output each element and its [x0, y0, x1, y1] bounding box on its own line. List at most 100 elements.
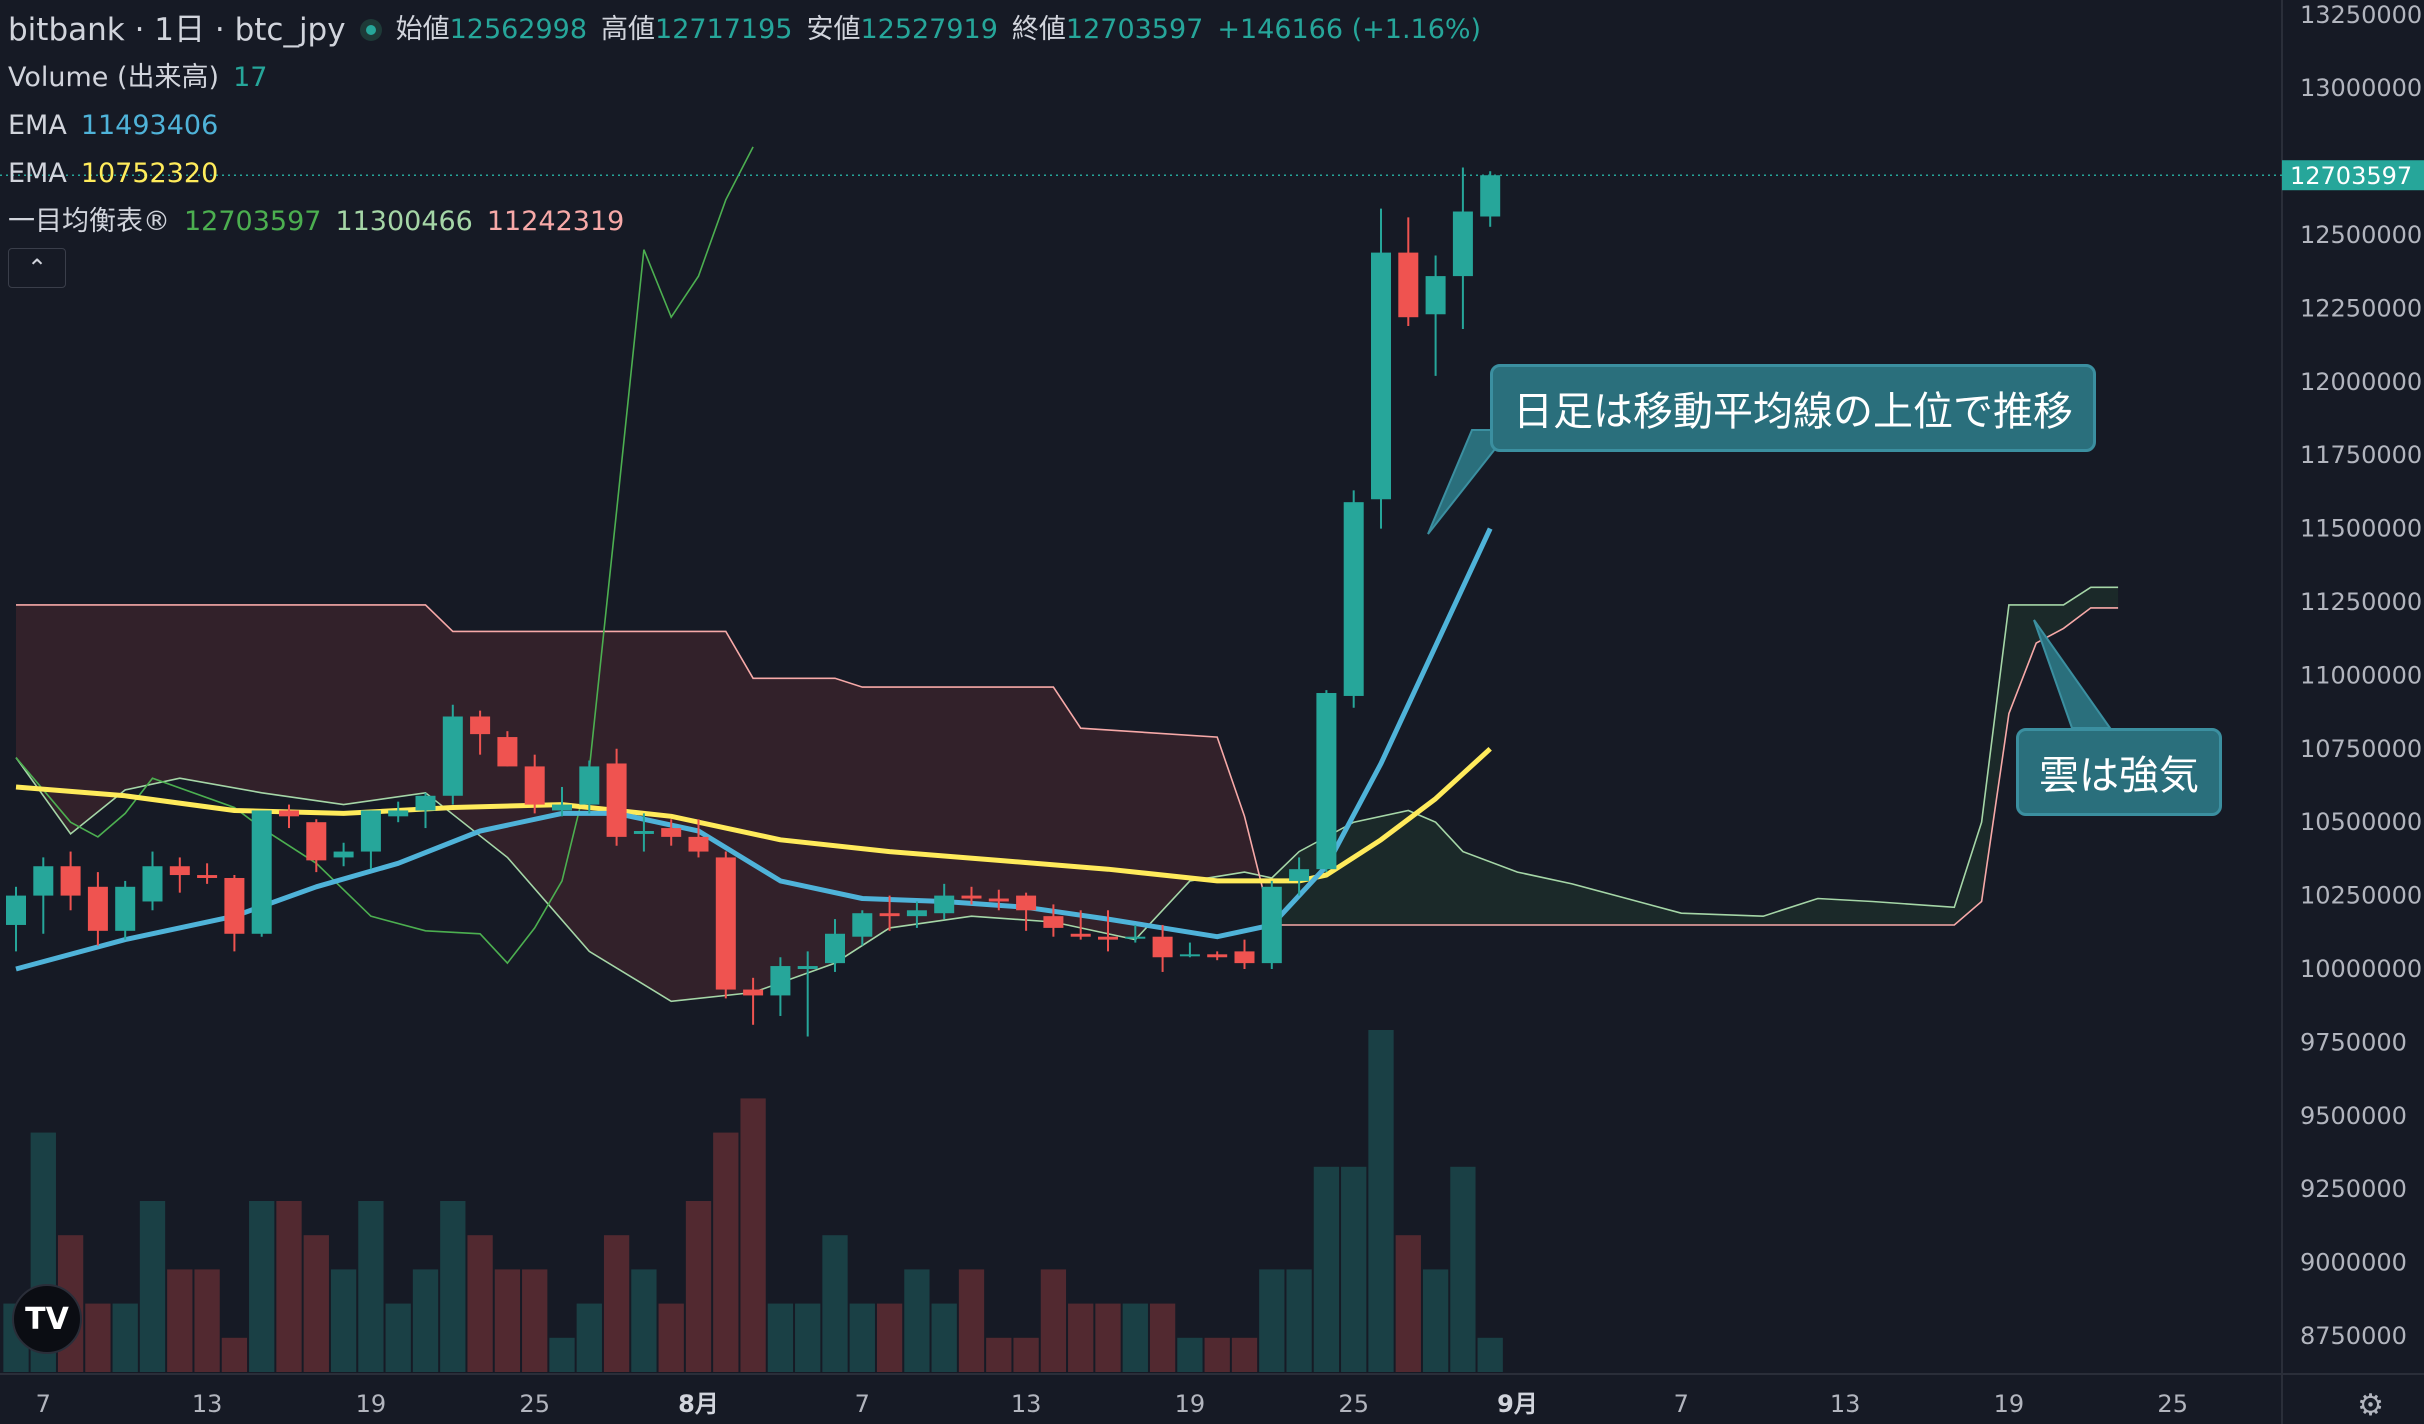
annotation-cloud-text: 雲は強気 [2039, 753, 2199, 799]
candle-body-53 [1452, 211, 1473, 277]
high-value: 12717195 [655, 14, 793, 45]
volume-legend[interactable]: Volume (出来高) 17 [8, 54, 1481, 102]
candle-body-0 [6, 895, 26, 925]
volume-bar-30 [822, 1235, 848, 1372]
ichimoku-legend[interactable]: 一目均衡表® 12703597 11300466 11242319 [8, 198, 1481, 246]
y-tick-label: 11250000 [2300, 588, 2422, 616]
candle-body-12 [333, 851, 354, 858]
collapse-legend-button[interactable]: ⌃ [8, 248, 66, 288]
candle-body-30 [825, 933, 845, 964]
candle-body-36 [988, 898, 1009, 902]
candle-body-41 [1125, 936, 1146, 939]
kumo-cloud-1 [1264, 587, 2119, 925]
volume-bar-22 [603, 1235, 630, 1372]
x-tick-label: 13 [1011, 1390, 1042, 1418]
y-tick-label: 9500000 [2300, 1102, 2407, 1130]
ema-fast-line [15, 527, 1493, 972]
candle-body-6 [169, 866, 190, 876]
volume-bar-21 [576, 1303, 602, 1372]
candle-body-42 [1152, 936, 1173, 958]
ema-fast-value: 11493406 [80, 110, 219, 141]
volume-label: Volume (出来高) [8, 62, 220, 93]
candle-body-3 [87, 886, 108, 931]
volume-value: 17 [233, 62, 268, 93]
candle-body-49 [1343, 502, 1364, 696]
symbol-title[interactable]: bitbank · 1日 · btc_jpy [8, 12, 346, 48]
candle-body-26 [715, 857, 736, 990]
volume-bar-18 [494, 1269, 521, 1372]
candle-body-22 [606, 763, 627, 837]
candle-body-19 [524, 766, 545, 805]
ema-slow-legend[interactable]: EMA 10752320 [8, 150, 1481, 198]
volume-bar-47 [1286, 1269, 1312, 1372]
volume-bar-39 [1068, 1303, 1094, 1372]
y-tick-label: 12500000 [2300, 221, 2422, 249]
candle-body-13 [360, 810, 381, 852]
last-price-label: 12703597 [2290, 162, 2412, 190]
tradingview-logo[interactable]: TV [12, 1284, 82, 1354]
x-tick-label: 7 [855, 1390, 870, 1418]
candle-body-17 [470, 716, 491, 735]
ema-fast-legend[interactable]: EMA 11493406 [8, 102, 1481, 150]
volume-bar-40 [1095, 1303, 1121, 1372]
low-label: 安値 [806, 14, 861, 45]
candle-body-35 [961, 895, 982, 899]
annotation-cloud-callout[interactable]: 雲は強気 [2016, 728, 2222, 816]
candle-body-15 [415, 795, 436, 811]
volume-bar-14 [385, 1303, 411, 1372]
volume-bar-43 [1177, 1337, 1203, 1372]
y-tick-label: 9000000 [2300, 1249, 2407, 1277]
ichimoku-value-1: 12703597 [184, 206, 322, 237]
candle-body-44 [1207, 954, 1228, 958]
candle-body-38 [1043, 916, 1064, 928]
change-value: +146166 (+1.16%) [1217, 14, 1482, 45]
senkou-span-b-line [16, 604, 2119, 926]
volume-bar-6 [167, 1269, 193, 1372]
candle-body-11 [306, 822, 327, 861]
x-tick-label: 25 [2157, 1390, 2188, 1418]
candle-body-34 [934, 895, 955, 914]
volume-bar-11 [303, 1235, 329, 1372]
candle-body-20 [552, 804, 572, 811]
volume-bar-13 [358, 1201, 384, 1372]
candle-body-52 [1425, 276, 1446, 315]
y-tick-label: 11750000 [2300, 441, 2422, 469]
x-tick-label: 19 [1994, 1390, 2025, 1418]
y-tick-label: 9250000 [2300, 1175, 2407, 1203]
header-row: bitbank · 1日 · btc_jpy 始値12562998 高値1271… [8, 6, 1481, 54]
candle-body-4 [115, 886, 136, 931]
volume-bar-4 [112, 1303, 138, 1372]
open-label: 始値 [395, 14, 450, 45]
candle-body-31 [852, 913, 873, 937]
senkou-span-a-line [15, 586, 2119, 1003]
volume-bar-7 [194, 1269, 220, 1372]
candle-body-8 [224, 877, 245, 934]
x-tick-label: 19 [356, 1390, 387, 1418]
chikou-span-line [15, 146, 754, 965]
candle-body-24 [661, 828, 682, 837]
y-tick-label: 12250000 [2300, 294, 2422, 322]
volume-bar-5 [139, 1201, 166, 1372]
candle-body-43 [1179, 954, 1200, 957]
y-tick-label: 9750000 [2300, 1028, 2407, 1056]
ema-slow-line [15, 746, 1492, 884]
candle-body-54 [1480, 175, 1501, 217]
volume-bar-27 [740, 1098, 766, 1372]
volume-bar-16 [440, 1201, 466, 1372]
candle-body-40 [1098, 936, 1118, 940]
annotation-daily-callout[interactable]: 日足は移動平均線の上位で推移 [1490, 364, 2096, 452]
x-tick-label: 19 [1175, 1390, 1206, 1418]
volume-bar-8 [221, 1337, 248, 1372]
volume-bar-12 [330, 1269, 357, 1372]
volume-bar-38 [1040, 1269, 1067, 1372]
volume-bar-36 [986, 1337, 1012, 1372]
candle-body-25 [688, 836, 709, 852]
candle-body-46 [1261, 886, 1282, 964]
open-value: 12562998 [449, 14, 588, 45]
settings-gear-icon[interactable]: ⚙ [2357, 1388, 2384, 1423]
volume-bar-46 [1259, 1269, 1285, 1372]
volume-bar-34 [931, 1303, 957, 1372]
x-tick-label: 9月 [1497, 1390, 1538, 1418]
